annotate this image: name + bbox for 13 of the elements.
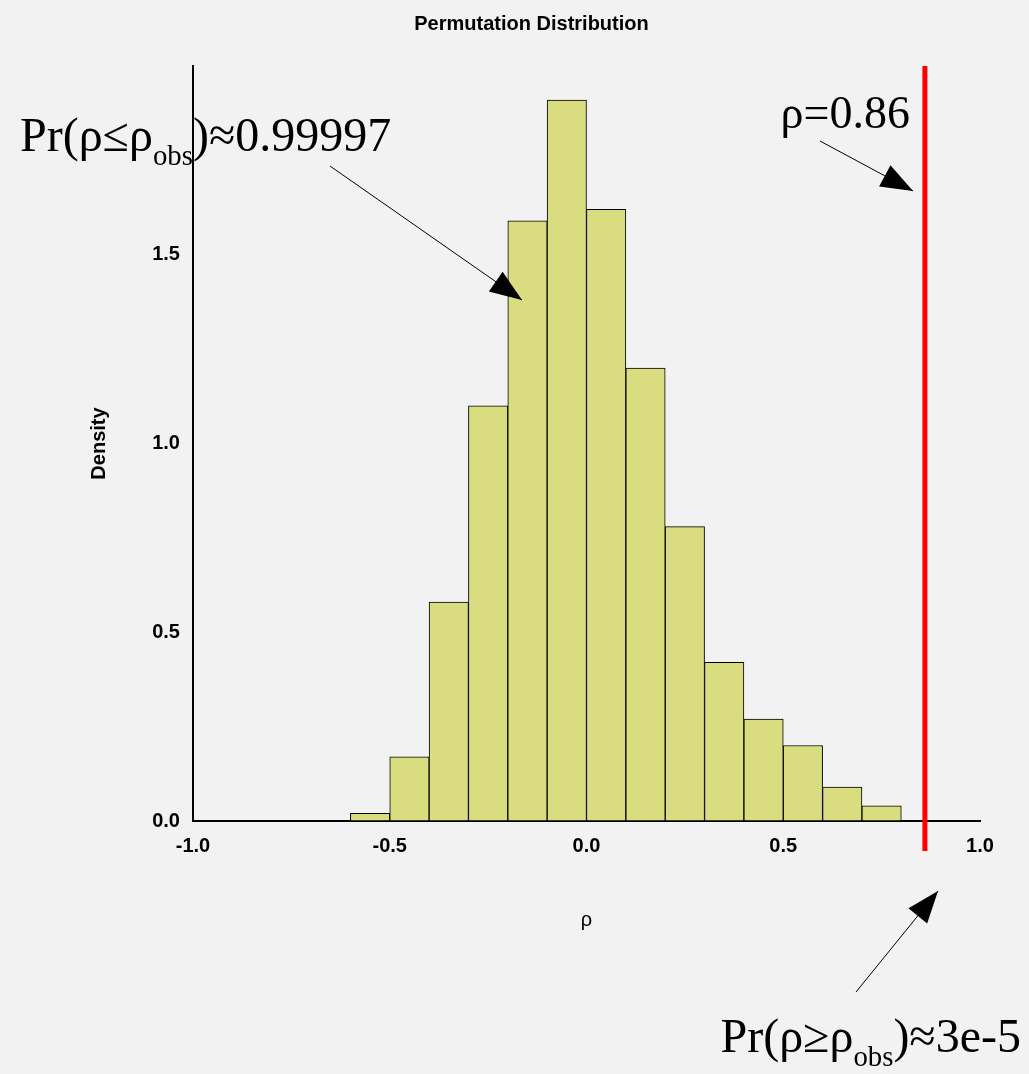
x-tick-label: 0.5 (769, 833, 798, 856)
x-tick-label: -0.5 (372, 833, 407, 856)
y-tick-label: 0.5 (152, 619, 180, 642)
x-tick-label: 0.0 (572, 833, 601, 856)
x-tick-label: -1.0 (175, 833, 211, 856)
y-tick-label: 0.0 (152, 808, 180, 831)
chart-title: Permutation Distribution (414, 11, 649, 34)
x-tick-label: 1.0 (966, 833, 994, 856)
ref-line-label: ρ=0.86 (780, 87, 910, 138)
y-tick-label: 1.5 (152, 242, 180, 265)
y-tick-label: 1.0 (152, 431, 180, 454)
x-axis-title: ρ (580, 907, 593, 930)
y-axis-title: Density (86, 406, 109, 480)
